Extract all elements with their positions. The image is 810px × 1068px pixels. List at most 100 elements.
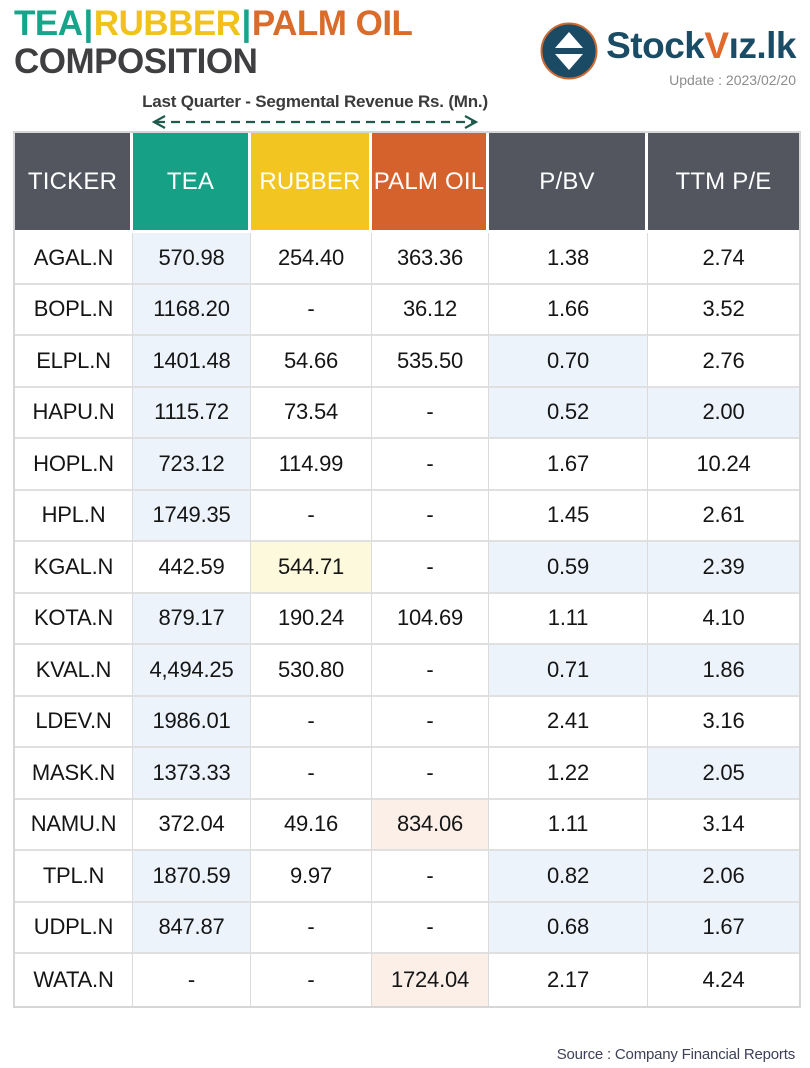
value-cell: 544.71 [251,542,372,594]
value-cell: - [372,542,489,594]
value-cell: 254.40 [251,233,372,285]
value-cell: 372.04 [133,799,251,851]
ticker-cell: HPL.N [15,490,133,542]
value-cell: 1.67 [648,902,799,954]
value-cell: - [372,902,489,954]
ticker-cell: TPL.N [15,851,133,903]
value-cell: 36.12 [372,284,489,336]
table-row: KGAL.N 442.59 544.71-0.59 2.39 [15,542,799,594]
double-headed-dashed-arrow-icon [151,115,479,129]
column-header-ttm-p-e: TTM P/E [648,133,799,233]
table-row: MASK.N 1373.33- -1.22 2.05 [15,748,799,800]
value-cell: 1373.33 [133,748,251,800]
table-row: NAMU.N 372.04 49.16 834.06 1.11 3.14 [15,799,799,851]
title-segment: | [83,4,94,43]
value-cell: 879.17 [133,593,251,645]
value-cell: 1986.01 [133,696,251,748]
column-header-rubber: RUBBER [251,133,372,233]
ticker-cell: KGAL.N [15,542,133,594]
value-cell: - [372,696,489,748]
value-cell: 723.12 [133,439,251,491]
value-cell: 1.66 [489,284,648,336]
ticker-cell: UDPL.N [15,902,133,954]
value-cell: 570.98 [133,233,251,285]
value-cell: 2.61 [648,490,799,542]
column-header-ticker: TICKER [15,133,133,233]
value-cell: 2.39 [648,542,799,594]
ticker-cell: HAPU.N [15,387,133,439]
value-cell: 1.22 [489,748,648,800]
composition-table-wrap: TICKER TEA RUBBER PALM OIL P/BV TTM P/E AGAL.… [13,131,801,1008]
ticker-cell: ELPL.N [15,336,133,388]
page-title: TEA|RUBBER|PALM OIL [14,4,413,43]
value-cell: 1401.48 [133,336,251,388]
value-cell: 54.66 [251,336,372,388]
value-cell: - [372,490,489,542]
value-cell: 9.97 [251,851,372,903]
brand-accent: V [704,25,729,66]
value-cell: 2.76 [648,336,799,388]
table-header-row: TICKER TEA RUBBER PALM OIL P/BV TTM P/E [15,133,799,233]
value-cell: - [372,748,489,800]
value-cell: 834.06 [372,799,489,851]
table-row: LDEV.N 1986.01- -2.41 3.16 [15,696,799,748]
value-cell: 2.74 [648,233,799,285]
ticker-cell: LDEV.N [15,696,133,748]
value-cell: 4.24 [648,954,799,1006]
value-cell: 114.99 [251,439,372,491]
brand-text: StockVız.lk Update : 2023/02/20 [606,22,796,88]
table-row: ELPL.N 1401.48 54.66 535.50 0.70 2.76 [15,336,799,388]
value-cell: 2.41 [489,696,648,748]
value-cell: 1870.59 [133,851,251,903]
value-cell: 442.59 [133,542,251,594]
value-cell: 0.52 [489,387,648,439]
value-cell: - [372,387,489,439]
brand: StockVız.lk Update : 2023/02/20 [540,22,797,88]
table-row: WATA.N - -1724.04 2.17 4.24 [15,954,799,1006]
value-cell: - [372,851,489,903]
value-cell: 1115.72 [133,387,251,439]
value-cell: - [372,439,489,491]
value-cell: 4,494.25 [133,645,251,697]
page-subtitle: COMPOSITION [14,41,258,81]
composition-table: TICKER TEA RUBBER PALM OIL P/BV TTM P/E AGAL.… [13,131,801,1008]
column-header-p-bv: P/BV [489,133,648,233]
ticker-cell: KVAL.N [15,645,133,697]
stockviz-logo-icon [540,22,598,80]
table-row: HPL.N 1749.35- -1.45 2.61 [15,490,799,542]
value-cell: 1.11 [489,799,648,851]
value-cell: 190.24 [251,593,372,645]
value-cell: - [251,696,372,748]
table-row: BOPL.N 1168.20-36.12 1.66 3.52 [15,284,799,336]
brand-name: StockVız.lk [606,22,796,70]
value-cell: 2.05 [648,748,799,800]
title-segment: RUBBER [93,4,241,43]
table-row: AGAL.N 570.98 254.40 363.36 1.38 2.74 [15,233,799,285]
value-cell: - [251,902,372,954]
value-cell: 363.36 [372,233,489,285]
table-row: TPL.N 1870.59 9.97-0.82 2.06 [15,851,799,903]
value-cell: 1724.04 [372,954,489,1006]
value-cell: 1.38 [489,233,648,285]
value-cell: 10.24 [648,439,799,491]
value-cell: 0.70 [489,336,648,388]
value-cell: 847.87 [133,902,251,954]
value-cell: 530.80 [251,645,372,697]
value-cell: - [251,284,372,336]
value-cell: 3.52 [648,284,799,336]
value-cell: - [133,954,251,1006]
value-cell: 1168.20 [133,284,251,336]
value-cell: 1.67 [489,439,648,491]
value-cell: 0.59 [489,542,648,594]
value-cell: 49.16 [251,799,372,851]
value-cell: 4.10 [648,593,799,645]
table-row: KVAL.N 4,494.25 530.80-0.71 1.86 [15,645,799,697]
title-block: TEA|RUBBER|PALM OIL COMPOSITION [14,4,413,81]
source-note: Source : Company Financial Reports [556,1046,796,1063]
table-row: KOTA.N 879.17 190.24 104.69 1.11 4.10 [15,593,799,645]
value-cell: 0.71 [489,645,648,697]
value-cell: 0.82 [489,851,648,903]
value-cell: 535.50 [372,336,489,388]
table-row: HOPL.N 723.12 114.99-1.67 10.24 [15,439,799,491]
title-segment: PALM OIL [251,4,413,43]
